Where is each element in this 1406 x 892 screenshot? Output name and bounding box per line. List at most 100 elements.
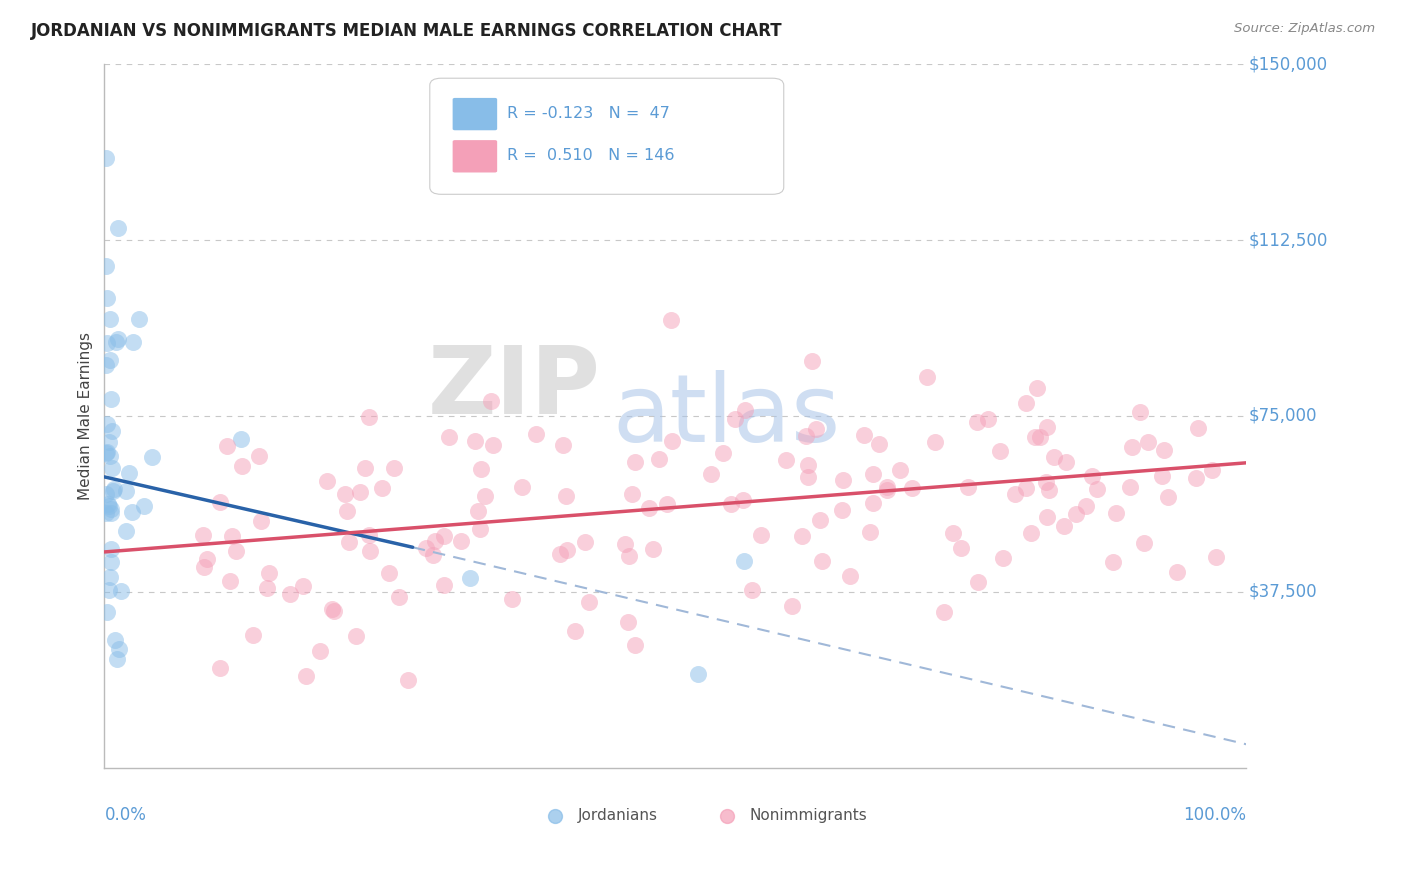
Point — [208, 661, 231, 675]
Point — [724, 412, 747, 426]
Point — [792, 529, 814, 543]
Point — [354, 460, 377, 475]
Point — [862, 496, 884, 510]
Point — [100, 502, 122, 516]
Point — [141, 450, 163, 464]
Point — [474, 489, 496, 503]
Point — [482, 438, 505, 452]
Point — [357, 527, 380, 541]
Point — [94, 358, 117, 372]
Point — [219, 574, 242, 588]
Point — [804, 422, 827, 436]
Point — [100, 425, 122, 439]
Point — [378, 566, 401, 580]
Point — [294, 668, 316, 682]
Point — [557, 543, 579, 558]
Point — [1054, 455, 1077, 469]
Text: Jordanians: Jordanians — [578, 808, 658, 823]
Point — [242, 628, 264, 642]
Point — [256, 582, 278, 596]
Point — [950, 541, 973, 555]
Point — [128, 312, 150, 326]
Point — [797, 469, 820, 483]
Point — [808, 513, 831, 527]
Point — [1035, 475, 1057, 489]
Point — [479, 394, 502, 409]
Point — [193, 560, 215, 574]
Point — [121, 505, 143, 519]
Point — [105, 651, 128, 665]
Point — [1043, 450, 1066, 464]
Point — [966, 575, 988, 590]
Point — [96, 291, 118, 305]
Point — [101, 484, 124, 499]
Point — [336, 504, 359, 518]
Point — [716, 761, 738, 775]
Point — [733, 492, 755, 507]
Point — [782, 599, 804, 613]
Point — [624, 638, 647, 652]
Point — [467, 504, 489, 518]
Point — [388, 591, 411, 605]
Point — [94, 260, 117, 274]
Point — [852, 427, 875, 442]
Text: Source: ZipAtlas.com: Source: ZipAtlas.com — [1234, 22, 1375, 36]
Point — [831, 473, 853, 487]
FancyBboxPatch shape — [453, 140, 498, 172]
Text: $75,000: $75,000 — [1249, 407, 1317, 425]
Point — [415, 541, 437, 555]
Point — [316, 475, 339, 489]
Point — [344, 629, 367, 643]
Point — [107, 221, 129, 235]
Point — [1201, 463, 1223, 477]
Point — [323, 604, 346, 618]
Point — [97, 434, 120, 449]
Point — [1015, 481, 1038, 495]
Point — [1136, 434, 1159, 449]
Point — [100, 392, 122, 407]
Point — [195, 552, 218, 566]
Point — [96, 605, 118, 619]
Point — [209, 494, 232, 508]
Point — [623, 455, 645, 469]
Point — [510, 479, 533, 493]
Point — [110, 584, 132, 599]
Point — [101, 461, 124, 475]
Point — [94, 446, 117, 460]
Point — [659, 313, 682, 327]
Point — [720, 497, 742, 511]
Point — [107, 333, 129, 347]
Point — [349, 485, 371, 500]
Point — [191, 527, 214, 541]
Point — [621, 487, 644, 501]
Point — [96, 335, 118, 350]
Text: 0.0%: 0.0% — [104, 806, 146, 824]
FancyBboxPatch shape — [453, 98, 498, 130]
Point — [988, 443, 1011, 458]
Point — [555, 489, 578, 503]
Point — [437, 430, 460, 444]
Text: Nonimmigrants: Nonimmigrants — [749, 808, 868, 823]
Point — [617, 549, 640, 563]
Point — [468, 521, 491, 535]
Text: JORDANIAN VS NONIMMIGRANTS MEDIAN MALE EARNINGS CORRELATION CHART: JORDANIAN VS NONIMMIGRANTS MEDIAN MALE E… — [31, 22, 783, 40]
Point — [1121, 440, 1143, 454]
Point — [1187, 420, 1209, 434]
Point — [96, 417, 118, 432]
Point — [247, 449, 270, 463]
Point — [524, 426, 547, 441]
Point — [924, 435, 946, 450]
Point — [105, 335, 128, 350]
Point — [96, 445, 118, 459]
Point — [100, 555, 122, 569]
Point — [278, 587, 301, 601]
Point — [1185, 471, 1208, 485]
Point — [96, 506, 118, 520]
Point — [862, 467, 884, 481]
Point — [1133, 536, 1156, 550]
Point — [551, 438, 574, 452]
Point — [250, 514, 273, 528]
Point — [977, 412, 1000, 426]
Point — [1074, 499, 1097, 513]
Point — [638, 500, 661, 515]
